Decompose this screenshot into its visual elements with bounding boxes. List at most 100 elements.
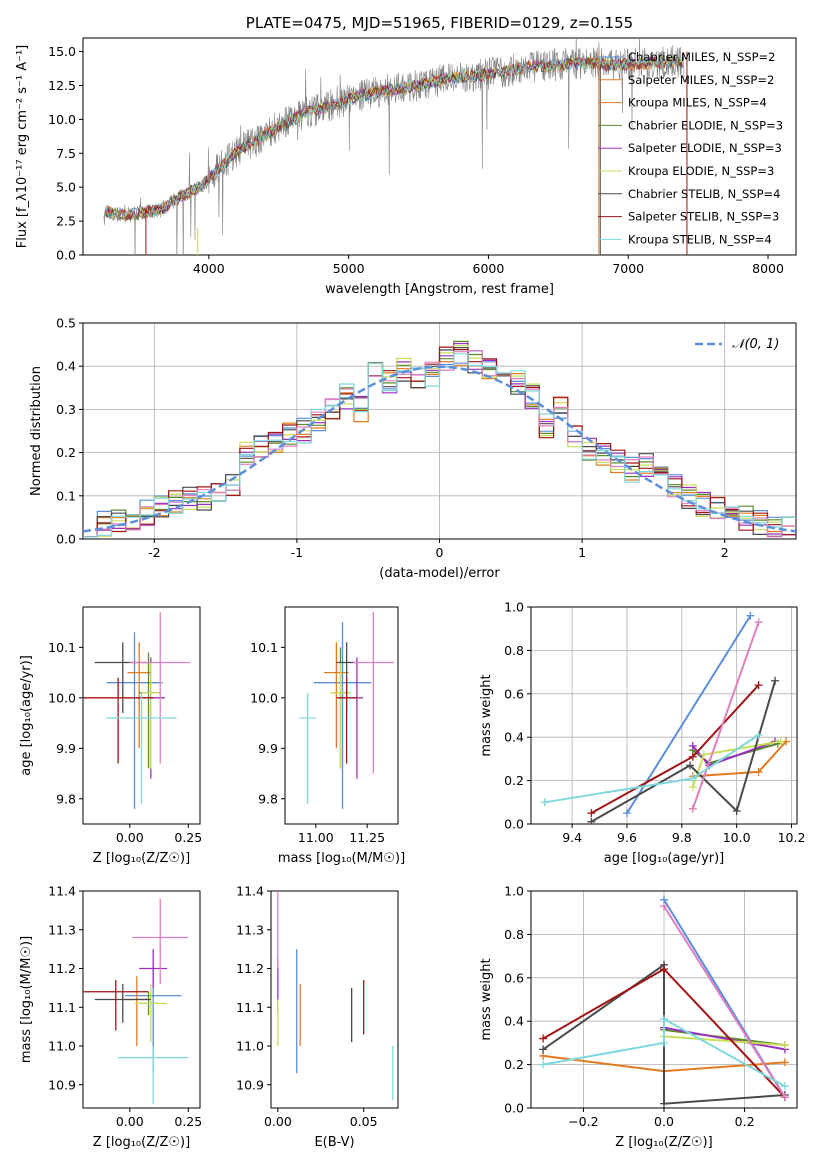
- plot-area: [539, 895, 789, 1108]
- y-tick-label: 11.0: [236, 1039, 264, 1054]
- y-axis-label: age [log₁₀(age/yr)]: [19, 655, 34, 776]
- weight-marker: [754, 618, 763, 627]
- x-axis-label: Z [log₁₀(Z/Z☉)]: [615, 1135, 712, 1150]
- axes-frame: [82, 606, 201, 825]
- plot-area: [83, 612, 191, 809]
- panel-age_vs_mass: 11.00 11.25 9.8 9.9 10.0 10.1 mass [log₁₀(M/M☉…: [250, 606, 405, 866]
- weight-marker: [660, 1015, 668, 1024]
- plot-area: [83, 898, 189, 1105]
- y-tick-label: 9.9: [56, 741, 76, 756]
- plot-area: [103, 38, 688, 255]
- model-spectrum-line: [103, 55, 684, 221]
- y-tick-label: 0.4: [56, 359, 76, 374]
- model-spectrum-line: [103, 55, 684, 221]
- weight-marker: [539, 1045, 548, 1054]
- y-tick-label: 11.1: [48, 1000, 76, 1015]
- y-tick-label: 9.9: [258, 741, 278, 756]
- weight-marker: [540, 798, 549, 807]
- axes-frame: [82, 37, 797, 256]
- y-tick-label: 11.4: [48, 884, 76, 899]
- panel-mass_vs_Z: 0.00 0.25 10.9 11.0 11.1 11.2 11.3 11.4 Z [log₁₀…: [19, 884, 202, 1151]
- panel-weight_vs_age: 9.4 9.6 9.8 10.0 10.2 0.0 0.2 0.4 0.6 0.8 1.0 age […: [479, 600, 805, 867]
- y-tick-label: 10.1: [48, 640, 76, 655]
- weight-line: [663, 1028, 786, 1047]
- plot-area: [299, 612, 394, 809]
- weight-line: [663, 905, 786, 1098]
- weight-marker: [660, 1038, 668, 1047]
- x-tick-label: 5000: [333, 261, 365, 276]
- x-tick-label: 9.4: [562, 830, 582, 845]
- x-tick-label: 6000: [473, 261, 505, 276]
- x-axis-label: Z [log₁₀(Z/Z☉)]: [93, 1135, 190, 1150]
- y-tick-label: 0.4: [504, 730, 524, 745]
- y-tick-label: 0.2: [504, 773, 524, 788]
- y-axis-label: Flux [f_λ10⁻¹⁷ erg cm⁻² s⁻¹ A⁻¹]: [15, 45, 30, 249]
- weight-marker: [754, 731, 763, 740]
- panel-mass_vs_ebv: 0.00 0.05 10.9 11.0 11.1 11.2 11.3 11.4 E(B-V): [236, 884, 399, 1150]
- x-tick-label: 0: [436, 545, 444, 560]
- y-tick-label: 0.5: [56, 316, 76, 331]
- legend-label: Salpeter STELIB, N_SSP=3: [628, 210, 779, 224]
- weight-marker: [780, 1093, 789, 1102]
- x-axis-label: Z [log₁₀(Z/Z☉)]: [93, 851, 190, 866]
- y-tick-label: 11.2: [236, 961, 264, 976]
- panel-weight_vs_Z: −0.2 0.0 0.2 0.0 0.2 0.4 0.6 0.8 1.0 Z [log₁₀(Z/Z…: [479, 884, 798, 1150]
- y-tick-label: 9.8: [258, 791, 278, 806]
- y-tick-label: 0.6: [504, 970, 524, 985]
- y-tick-label: 0.0: [56, 248, 76, 263]
- model-spectrum-line: [103, 56, 684, 221]
- y-tick-label: 11.0: [48, 1039, 76, 1054]
- y-tick-label: 11.3: [48, 922, 76, 937]
- plot-area: [277, 891, 394, 1101]
- y-tick-label: 1.0: [504, 600, 524, 615]
- x-tick-label: 9.6: [617, 830, 637, 845]
- chart-title: PLATE=0475, MJD=51965, FIBERID=0129, z=0…: [246, 14, 633, 32]
- y-tick-label: 11.4: [236, 884, 264, 899]
- y-tick-label: 0.0: [504, 1101, 524, 1116]
- x-axis-label: (data-model)/error: [379, 566, 500, 581]
- x-tick-label: 11.00: [298, 830, 334, 845]
- weight-marker: [746, 611, 755, 620]
- weight-marker: [771, 676, 780, 685]
- model-spectrum-line: [103, 56, 683, 222]
- weight-marker: [688, 783, 697, 792]
- legend-label: 𝒩(0, 1): [732, 337, 779, 352]
- gaussian-curve: [83, 365, 796, 533]
- y-tick-label: 10.0: [250, 690, 278, 705]
- histogram-series: [83, 353, 796, 538]
- x-tick-label: 0.00: [264, 1114, 292, 1129]
- weight-marker: [539, 1060, 548, 1069]
- legend-label: Salpeter ELODIE, N_SSP=3: [628, 141, 782, 155]
- x-tick-label: 7000: [612, 261, 644, 276]
- y-tick-label: 0.4: [504, 1014, 524, 1029]
- x-tick-label: 4000: [193, 261, 225, 276]
- x-tick-label: 0.2: [735, 1114, 755, 1129]
- y-tick-label: 0.6: [504, 686, 524, 701]
- panel-age_vs_Z: 0.00 0.25 9.8 9.9 10.0 10.1 Z [log₁₀(Z/Z☉)] age…: [19, 606, 202, 866]
- x-tick-label: 0.00: [116, 1114, 144, 1129]
- weight-marker: [776, 737, 785, 746]
- model-spectrum-line: [103, 55, 683, 218]
- y-tick-label: 10.0: [48, 690, 76, 705]
- x-tick-label: -1: [291, 545, 303, 560]
- weight-marker: [780, 1041, 789, 1050]
- legend-label: Kroupa MILES, N_SSP=4: [628, 96, 767, 110]
- x-axis-label: E(B-V): [314, 1135, 354, 1150]
- x-tick-label: 1: [578, 545, 586, 560]
- model-spectrum-line: [103, 54, 684, 222]
- x-tick-label: 0.25: [174, 830, 202, 845]
- x-tick-label: −0.2: [568, 1114, 598, 1129]
- weight-marker: [780, 1082, 789, 1091]
- y-tick-label: 0.1: [56, 488, 76, 503]
- weight-marker: [539, 1034, 548, 1043]
- y-tick-label: 10.1: [250, 640, 278, 655]
- x-tick-label: 0.00: [116, 830, 144, 845]
- y-tick-label: 0.3: [56, 402, 76, 417]
- weight-line: [691, 621, 760, 810]
- plot-area: [540, 611, 791, 824]
- weight-marker: [780, 1058, 789, 1067]
- axes-frame: [284, 606, 399, 825]
- weight-line: [544, 734, 760, 804]
- y-axis-label: Normed distribution: [29, 366, 44, 496]
